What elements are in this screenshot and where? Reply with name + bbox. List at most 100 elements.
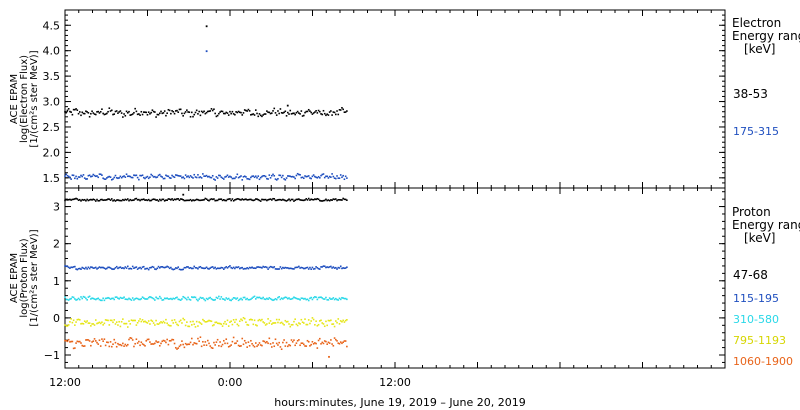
proton-point <box>134 266 136 269</box>
electron-point <box>193 173 196 176</box>
proton-point <box>230 344 232 346</box>
electron-point <box>241 179 244 181</box>
proton-point <box>242 316 245 319</box>
proton-point <box>160 199 162 202</box>
electron-point <box>215 176 218 178</box>
proton-point <box>104 319 107 321</box>
proton-point <box>262 340 264 342</box>
electron-point <box>333 177 336 179</box>
proton-point <box>184 297 187 300</box>
proton-point <box>186 343 188 346</box>
electron-point <box>160 175 162 178</box>
electron-point <box>182 115 184 117</box>
electron-point <box>109 176 112 178</box>
electron-point <box>179 108 182 111</box>
electron-point <box>237 110 240 113</box>
electron-point <box>173 112 176 115</box>
proton-point <box>238 267 241 270</box>
proton-point <box>229 265 231 267</box>
electron-point <box>246 110 248 112</box>
proton-point <box>293 200 295 202</box>
proton-point <box>119 266 122 268</box>
proton-point <box>261 267 263 269</box>
proton-point <box>145 340 148 342</box>
proton-point <box>241 319 244 322</box>
electron-point <box>294 113 296 116</box>
proton-point <box>141 296 144 298</box>
proton-point <box>282 298 284 300</box>
proton-point <box>83 320 86 323</box>
proton-point <box>178 320 181 323</box>
proton-point <box>231 298 234 301</box>
proton-point <box>332 297 335 299</box>
proton-point <box>267 318 269 320</box>
electron-point <box>243 175 246 178</box>
proton-point <box>198 199 200 202</box>
electron-point <box>176 109 178 112</box>
proton-point <box>125 298 128 301</box>
proton-point <box>272 266 274 269</box>
proton-point <box>275 199 278 202</box>
proton-point <box>205 198 208 200</box>
electron-point <box>230 112 232 115</box>
proton-point <box>128 199 130 202</box>
proton-point <box>64 296 66 298</box>
proton-point <box>85 199 87 202</box>
proton-point <box>338 199 341 201</box>
proton-point <box>199 296 202 299</box>
proton-point <box>170 324 172 327</box>
proton-point <box>194 266 197 269</box>
proton-point <box>85 297 87 300</box>
proton-point <box>286 345 289 348</box>
proton-point <box>342 341 344 344</box>
proton-point <box>331 298 333 300</box>
proton-point <box>290 324 293 326</box>
electron-point <box>235 176 237 178</box>
proton-point <box>120 267 123 270</box>
electron-point <box>273 107 276 110</box>
proton-point <box>117 199 119 201</box>
electron-point <box>120 176 123 179</box>
proton-point <box>135 197 138 200</box>
proton-point <box>338 267 341 269</box>
proton-point <box>304 199 306 201</box>
proton-point <box>85 266 87 269</box>
proton-point <box>232 336 235 339</box>
electron-point <box>154 175 156 178</box>
proton-point <box>275 298 278 301</box>
proton-point <box>86 299 88 301</box>
proton-point <box>151 320 154 323</box>
proton-point <box>189 341 192 344</box>
proton-point <box>227 266 230 268</box>
proton-point <box>286 199 289 201</box>
proton-point <box>302 298 305 300</box>
electron-point <box>250 114 252 116</box>
proton-point <box>189 320 192 323</box>
proton-point <box>109 298 112 300</box>
proton-point <box>106 267 108 270</box>
proton-point <box>74 198 76 200</box>
proton-point <box>91 341 93 343</box>
proton-point <box>177 347 180 349</box>
proton-point <box>140 297 143 300</box>
proton-point <box>245 267 247 270</box>
proton-point <box>256 266 258 268</box>
electron-point <box>312 174 315 176</box>
electron-point <box>312 112 315 114</box>
proton-point <box>198 298 200 300</box>
proton-point <box>306 323 309 326</box>
proton-point <box>316 298 319 301</box>
proton-point <box>118 320 120 323</box>
electron-point <box>346 177 348 179</box>
electron-point <box>158 173 161 176</box>
proton-point-outlier <box>182 193 185 196</box>
proton-point <box>93 324 96 326</box>
proton-point <box>90 198 92 201</box>
proton-point <box>135 338 138 341</box>
proton-point <box>226 267 229 269</box>
proton-point <box>181 340 183 342</box>
proton-point <box>183 296 186 299</box>
proton-point <box>146 322 149 324</box>
proton-point <box>115 345 118 348</box>
